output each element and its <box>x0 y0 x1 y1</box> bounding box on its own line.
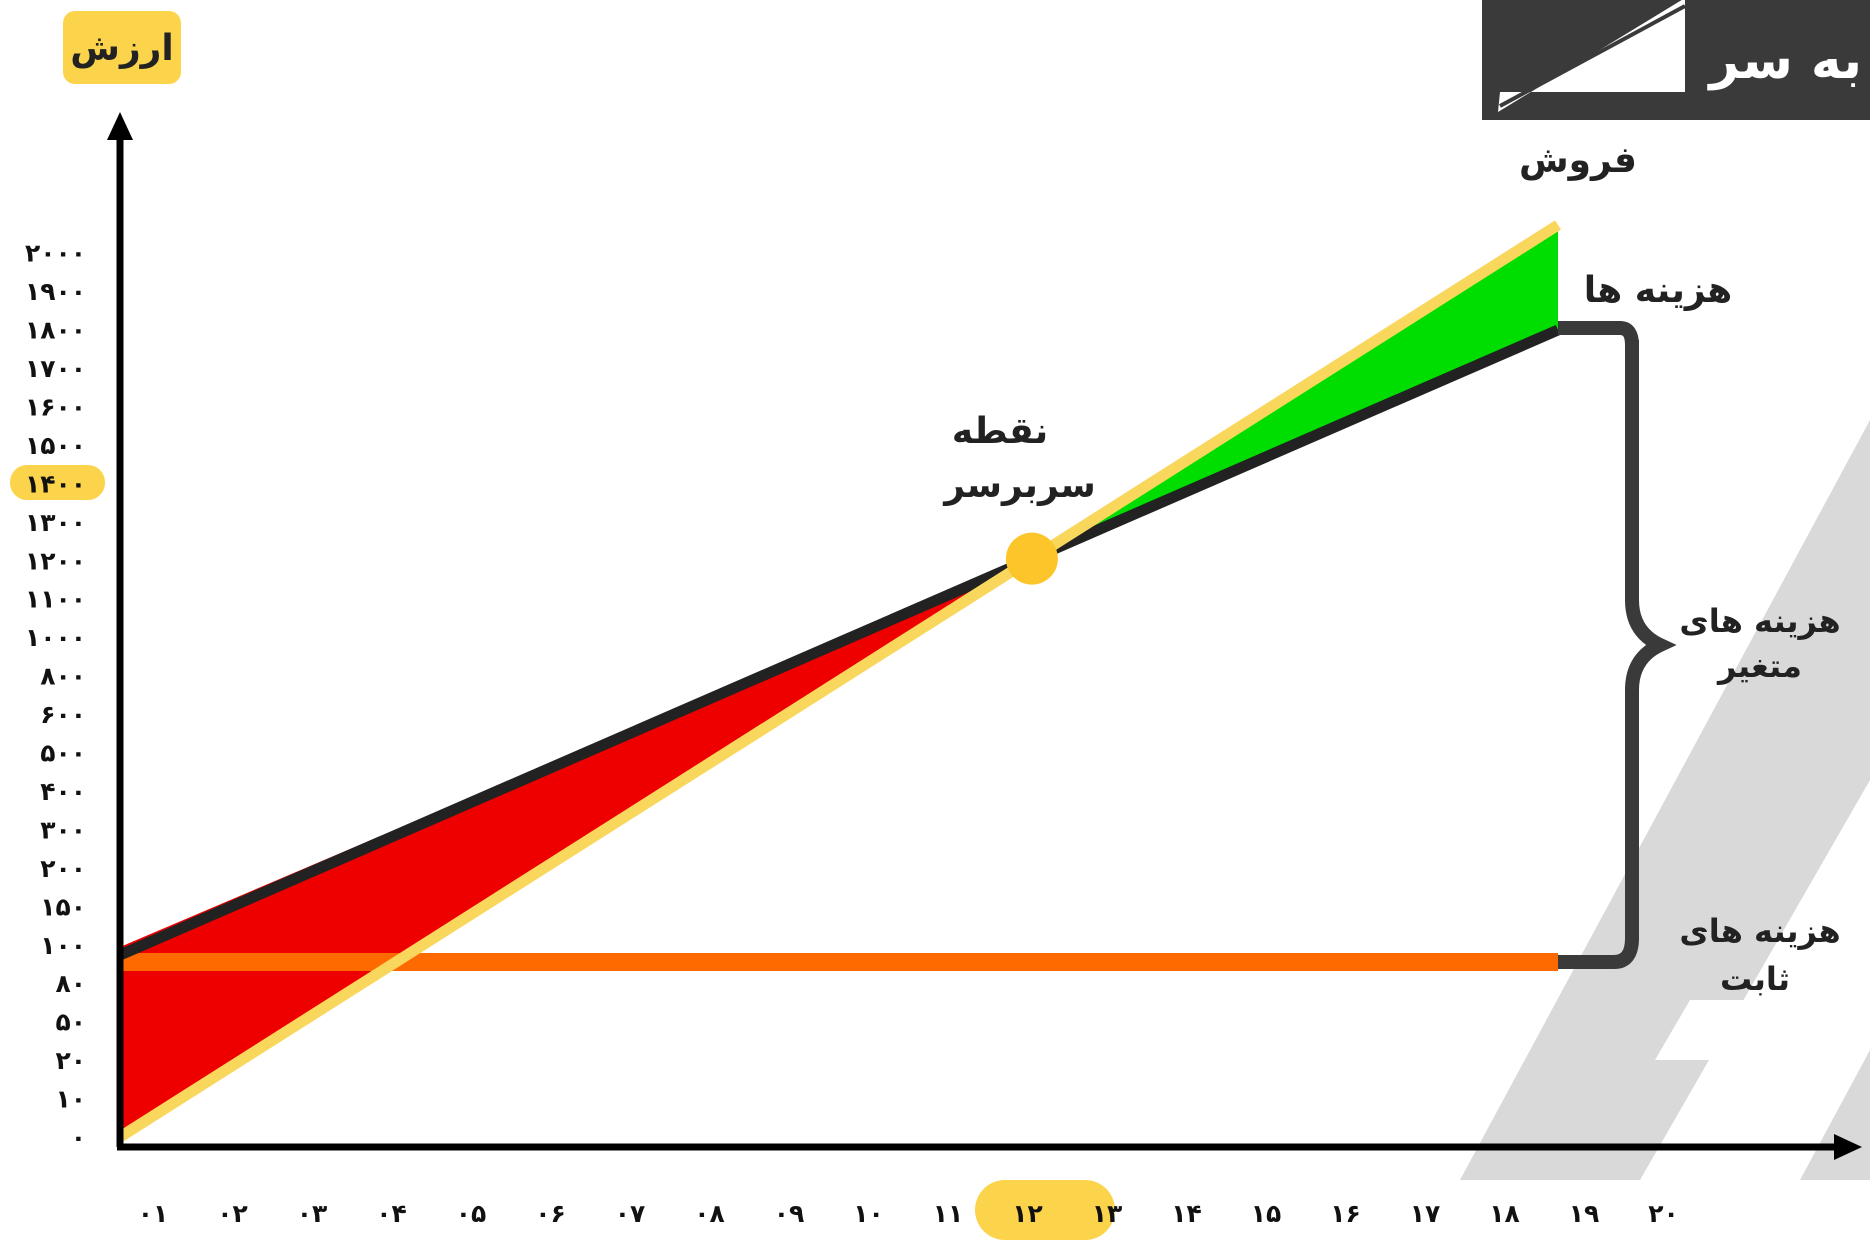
total-costs-line <box>117 324 1561 961</box>
y-tick-label: ۵۰ <box>55 1008 86 1037</box>
x-tick-label: ۱۱ <box>933 1199 964 1228</box>
y-tick-label: ۱۵۰۰ <box>25 431 86 460</box>
x-tick-label: ۱۳ <box>1092 1199 1123 1228</box>
y-tick-label: ۰ <box>71 1123 86 1152</box>
x-tick-label: ۱۷ <box>1410 1199 1441 1228</box>
x-tick-label: ۱۶ <box>1330 1199 1361 1228</box>
x-tick-label: ۰۳ <box>297 1199 328 1228</box>
variable-costs-annotation-line2: متغیر <box>1716 647 1802 685</box>
cost-brace <box>1558 321 1677 969</box>
x-tick-label: ۱۵ <box>1251 1199 1282 1228</box>
break-even-annotation-line2: سربرسر <box>942 465 1096 506</box>
x-tick-label: ۱۹ <box>1569 1199 1600 1228</box>
y-tick-label: ۴۰۰ <box>40 777 86 806</box>
decor-cutout <box>1655 1000 1760 1060</box>
brace-top-connector <box>1558 321 1639 346</box>
y-tick-label: ۲۰۰ <box>40 854 86 883</box>
header-logo-line <box>1499 4 1686 108</box>
y-tick-label: ۶۰۰ <box>40 700 86 729</box>
y-tick-label: ۱۶۰۰ <box>25 392 86 421</box>
x-tick-label: ۰۶ <box>535 1199 566 1228</box>
decor-stripe-left <box>1460 420 1870 1180</box>
y-tick-label: ۸۰ <box>55 969 86 998</box>
x-tick-label: ۱۰ <box>853 1199 884 1228</box>
sales-annotation: فروش <box>1519 140 1637 181</box>
x-tick-label: ۰۱ <box>138 1199 169 1228</box>
x-tick-label: ۰۸ <box>694 1199 725 1228</box>
decor-stripe-right <box>1800 1050 1870 1180</box>
y-tick-label: ۲۰ <box>55 1046 86 1075</box>
y-tick-label: ۱۰۰۰ <box>25 623 86 652</box>
y-axis-label: ارزش <box>70 28 173 69</box>
x-tick-label: ۱۸ <box>1489 1199 1520 1228</box>
y-tick-label: ۱۱۰۰ <box>25 585 86 614</box>
break-even-annotation-line1: نقطه <box>952 411 1048 452</box>
costs-annotation: هزینه ها <box>1584 270 1732 311</box>
y-tick-label: ۲۰۰۰ <box>25 239 86 268</box>
x-tick-label: ۱۲ <box>1012 1199 1043 1228</box>
y-axis-arrow <box>107 112 133 140</box>
y-tick-label: ۱۹۰۰ <box>25 277 86 306</box>
fixed-costs-annotation-line2: ثابت <box>1720 960 1790 998</box>
y-tick-label: ۱۷۰۰ <box>25 354 86 383</box>
x-tick-highlight <box>975 1180 1115 1240</box>
header-logo: به سر <box>1482 0 1870 120</box>
y-axis-label-bg <box>63 11 181 84</box>
fixed-costs-annotation-line1: هزینه های <box>1679 912 1840 950</box>
axes <box>107 112 1862 1160</box>
y-tick-label: ۸۰۰ <box>40 662 86 691</box>
y-tick-labels: ۰ ۱۰ ۲۰ ۵۰ ۸۰ ۱۰۰ ۱۵۰ ۲۰۰ ۳۰۰ ۴۰۰ ۵۰۰ ۶۰۰ ۸۰۰ ۱۰۰۰ ۱۱۰… <box>25 239 86 1152</box>
x-axis-arrow <box>1834 1134 1862 1160</box>
x-tick-label: ۲۰ <box>1648 1199 1679 1228</box>
variable-costs-annotation-line1: هزینه های <box>1679 602 1840 640</box>
x-tick-label: ۰۴ <box>376 1199 407 1228</box>
y-tick-label: ۱۵۰ <box>40 892 86 921</box>
brace-curve <box>1625 340 1677 940</box>
x-tick-labels: ۰۱ ۰۲ ۰۳ ۰۴ ۰۵ ۰۶ ۰۷ ۰۸ ۰۹ ۱۰ ۱۱ ۱۲ ۱۳ ۱۴ ۱۵ ۱۶ ۱۷ ۱۸ ۱۹ ۲۰ <box>138 1199 1679 1228</box>
sales-line <box>117 220 1561 1142</box>
brace-bottom-connector <box>1558 937 1639 969</box>
header-title: به سر <box>1706 31 1862 91</box>
y-tick-label: ۱۰ <box>55 1085 86 1114</box>
y-tick-label: ۱۳۰۰ <box>25 508 86 537</box>
x-tick-label: ۰۹ <box>774 1199 805 1228</box>
y-tick-label: ۱۴۰۰ <box>25 469 86 498</box>
y-tick-label: ۱۰۰ <box>40 931 86 960</box>
x-tick-label: ۰۷ <box>615 1199 646 1228</box>
y-tick-label: ۳۰۰ <box>40 815 86 844</box>
x-tick-label: ۰۲ <box>217 1199 248 1228</box>
y-axis-label-badge: ارزش <box>63 11 181 84</box>
y-tick-label: ۱۸۰۰ <box>25 316 86 345</box>
x-tick-label: ۰۵ <box>456 1199 487 1228</box>
y-tick-label: ۵۰۰ <box>40 739 86 768</box>
x-tick-label: ۱۴ <box>1171 1199 1202 1228</box>
break-even-point <box>1005 532 1058 585</box>
y-tick-highlight <box>10 465 105 500</box>
y-tick-label: ۱۲۰۰ <box>25 546 86 575</box>
decorative-background <box>1460 420 1870 1180</box>
